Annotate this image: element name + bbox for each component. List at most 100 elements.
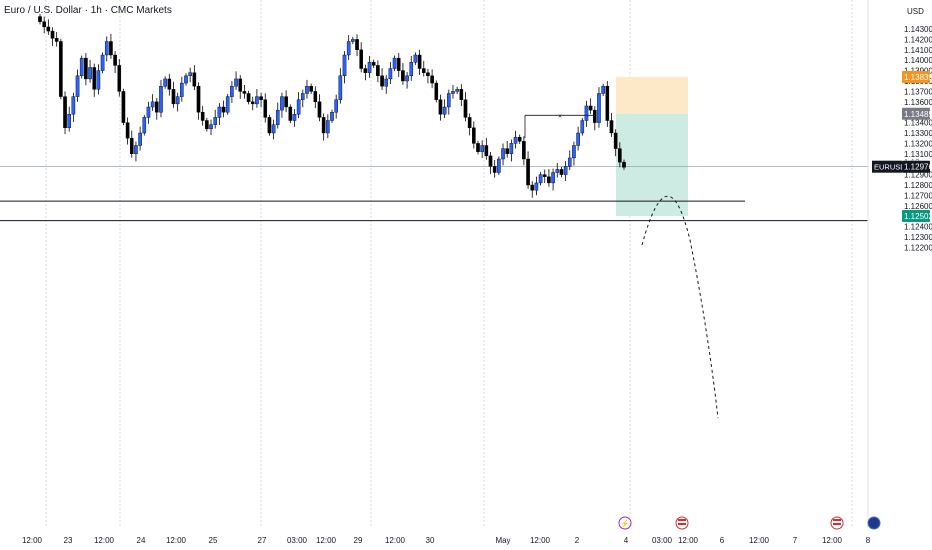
candle: [280, 96, 284, 111]
stop-loss-zone: [616, 76, 688, 114]
candle: [438, 99, 443, 115]
candle: [271, 124, 276, 134]
lightning-glyph: ⚡: [621, 519, 630, 528]
candle: [459, 89, 464, 100]
candle: [88, 67, 92, 80]
candle: [559, 169, 564, 175]
time-tick-label: 12:00: [385, 536, 406, 545]
price-tick-label: 1.12200: [904, 243, 932, 252]
candle: [384, 78, 389, 87]
time-tick-label: 30: [426, 536, 435, 545]
candle: [622, 161, 626, 168]
candle: [451, 91, 455, 94]
time-tick-label: 12:00: [530, 536, 551, 545]
candle: [509, 143, 514, 154]
price-tick-label: 1.12300: [904, 233, 932, 242]
candle: [555, 169, 560, 173]
last-price-tag-bg: [902, 160, 930, 173]
lightning-event-icon[interactable]: [618, 516, 632, 530]
candle: [363, 68, 368, 73]
candle: [38, 16, 42, 22]
candle: [330, 111, 334, 121]
candle: [584, 105, 589, 121]
candle: [167, 78, 172, 90]
time-tick-label: 7: [793, 536, 798, 545]
candle: [517, 136, 522, 142]
candle: [196, 85, 201, 113]
candle: [288, 106, 293, 121]
candle: [154, 101, 159, 113]
candle: [96, 70, 101, 90]
candle: [567, 157, 572, 167]
candle: [342, 54, 347, 76]
candle: [242, 91, 247, 94]
target-price-tag-bg: [902, 209, 930, 222]
candle: [588, 105, 593, 111]
price-tick-label: 1.14300: [904, 25, 932, 34]
candle: [54, 38, 59, 42]
chart-title: Euro / U.S. Dollar · 1h · CMC Markets: [4, 5, 172, 16]
candle: [263, 99, 268, 118]
candle: [217, 106, 222, 118]
price-tick-label: 1.12800: [904, 181, 932, 190]
candle: [426, 72, 430, 77]
candle: [434, 82, 439, 100]
candle: [292, 114, 297, 121]
target-price-tag: 1.12502: [904, 212, 932, 221]
candle: [413, 54, 418, 63]
candle: [317, 101, 322, 118]
candle: [71, 96, 76, 115]
flag-stripe: [678, 519, 686, 521]
candle: [326, 120, 330, 134]
time-tick-label: 03:00: [287, 536, 308, 545]
candle: [430, 75, 434, 84]
candle: [401, 70, 405, 82]
candle: [501, 148, 505, 160]
candle: [409, 62, 414, 76]
candle: [392, 57, 397, 69]
time-tick-label: 6: [720, 536, 725, 545]
candle: [346, 41, 351, 56]
candle: [150, 101, 155, 108]
candle: [505, 148, 510, 155]
candle: [67, 114, 71, 128]
candle: [63, 96, 67, 128]
price-tick-label: 1.13300: [904, 129, 932, 138]
candle: [463, 99, 468, 118]
time-tick-label: 12:00: [749, 536, 770, 545]
candle: [371, 62, 376, 66]
candle: [46, 26, 51, 32]
time-tick-label: 03:00: [652, 536, 673, 545]
candle: [405, 75, 409, 82]
flag-stripe: [833, 519, 841, 521]
projection-path: [641, 195, 719, 419]
candle: [171, 89, 176, 105]
price-tick-label: 1.14100: [904, 46, 932, 55]
candle: [192, 72, 197, 87]
candle: [259, 96, 263, 100]
candle: [163, 78, 167, 87]
candle: [613, 132, 618, 149]
candle: [113, 54, 117, 66]
time-tick-label: 12:00: [166, 536, 187, 545]
flag-stripe: [833, 523, 841, 525]
candle: [338, 75, 343, 100]
candle: [538, 174, 543, 184]
candle: [488, 155, 493, 167]
candle: [359, 49, 364, 69]
candle: [104, 41, 109, 56]
candle: [134, 145, 138, 154]
candle: [75, 75, 80, 97]
candle: [138, 132, 142, 146]
symbol-tag: EURUSD: [874, 163, 906, 172]
candle: [175, 96, 180, 105]
candle: [455, 89, 459, 92]
candle: [497, 158, 501, 173]
eu-flag-event-icon[interactable]: [867, 516, 881, 530]
stop-price-tag-bg: [902, 70, 930, 83]
candle: [159, 85, 163, 113]
candle: [180, 82, 184, 97]
candle: [351, 39, 355, 42]
candle: [376, 65, 380, 77]
